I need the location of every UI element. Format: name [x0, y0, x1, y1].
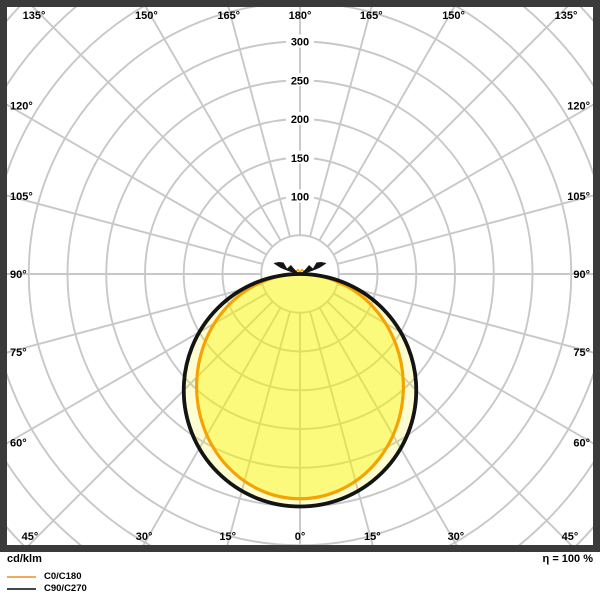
- legend-line-c0-c180-icon: [7, 575, 36, 578]
- angle-label-right: 75°: [573, 347, 590, 359]
- radial-tick-label: 100: [291, 192, 309, 204]
- legend: cd/klm η = 100 % C0/C180 C90/C270: [0, 552, 600, 600]
- angle-label-bottom: 45°: [562, 531, 579, 543]
- radial-tick-label: 300: [291, 37, 309, 49]
- radial-tick-label: 250: [291, 75, 309, 87]
- angle-label-right: 120°: [567, 100, 590, 112]
- unit-label: cd/klm: [7, 553, 42, 565]
- grid-spoke: [309, 7, 373, 237]
- radial-tick-label: 200: [291, 114, 309, 126]
- radial-tick-halo: [286, 34, 314, 48]
- angle-label-right: 60°: [573, 438, 590, 450]
- angle-label-bottom: 30°: [136, 531, 153, 543]
- curve-c90-c270-wing-right: [300, 262, 327, 275]
- curve-c90-c270-wing-left: [273, 262, 300, 275]
- grid-spoke: [326, 300, 573, 545]
- grid-spoke: [7, 194, 263, 265]
- angle-label-top: 135°: [555, 10, 578, 22]
- grid-spoke: [318, 7, 456, 241]
- angle-label-top: 150°: [135, 10, 158, 22]
- angle-label-top: 150°: [442, 10, 465, 22]
- grid-spoke: [142, 307, 282, 545]
- radial-tick-halo: [286, 112, 314, 125]
- grid-spoke: [333, 103, 593, 256]
- angle-label-top: 180°: [289, 10, 312, 22]
- angle-label-left: 120°: [10, 100, 33, 112]
- angle-label-top: 165°: [217, 10, 240, 22]
- grid-spoke: [337, 283, 593, 354]
- radial-tick-halo: [286, 150, 314, 164]
- radial-tick-halo: [286, 73, 314, 87]
- angle-label-top: 165°: [360, 10, 383, 22]
- legend-item-c90-c270: C90/C270: [7, 583, 87, 594]
- angle-label-left: 75°: [10, 347, 27, 359]
- grid-spoke: [27, 300, 274, 545]
- grid-spoke: [7, 103, 267, 256]
- curve-fill-c0-c180: [196, 274, 404, 499]
- grid-spoke: [31, 7, 274, 248]
- legend-item-c0-c180: C0/C180: [7, 571, 82, 582]
- radial-tick-halo: [286, 189, 314, 203]
- polar-grid: [7, 7, 593, 545]
- grid-spoke: [318, 307, 458, 545]
- legend-label-c0-c180: C0/C180: [44, 571, 82, 582]
- angle-label-bottom: 30°: [448, 531, 465, 543]
- grid-spoke: [326, 7, 569, 248]
- angle-label-bottom: 45°: [22, 531, 39, 543]
- grid-spoke: [144, 7, 282, 241]
- grid-spoke: [7, 283, 263, 354]
- curve-fill-c90-c270: [183, 274, 417, 507]
- angle-label-right: 90°: [573, 269, 590, 281]
- radial-tick-labels: 100 150 200 250 300: [286, 34, 314, 204]
- angle-label-top: 135°: [23, 10, 46, 22]
- angle-label-left: 90°: [10, 269, 27, 281]
- grid-spoke: [337, 194, 593, 265]
- angle-label-bottom: 0°: [295, 531, 306, 543]
- legend-line-c90-c270-icon: [7, 587, 36, 590]
- distribution-curves: [181, 262, 419, 509]
- angle-label-bottom: 15°: [219, 531, 236, 543]
- angle-label-right: 105°: [567, 191, 590, 203]
- grid-spoke: [227, 7, 291, 237]
- angle-labels: 135° 150° 165° 180° 165° 150° 135° 45° 30° 15° 0° 1…: [10, 10, 590, 543]
- angle-label-left: 105°: [10, 191, 33, 203]
- angle-label-left: 60°: [10, 438, 27, 450]
- legend-label-c90-c270: C90/C270: [44, 583, 87, 594]
- efficiency-label: η = 100 %: [542, 553, 593, 565]
- radial-tick-label: 150: [291, 153, 309, 165]
- angle-label-bottom: 15°: [364, 531, 381, 543]
- plot-frame: [0, 0, 600, 552]
